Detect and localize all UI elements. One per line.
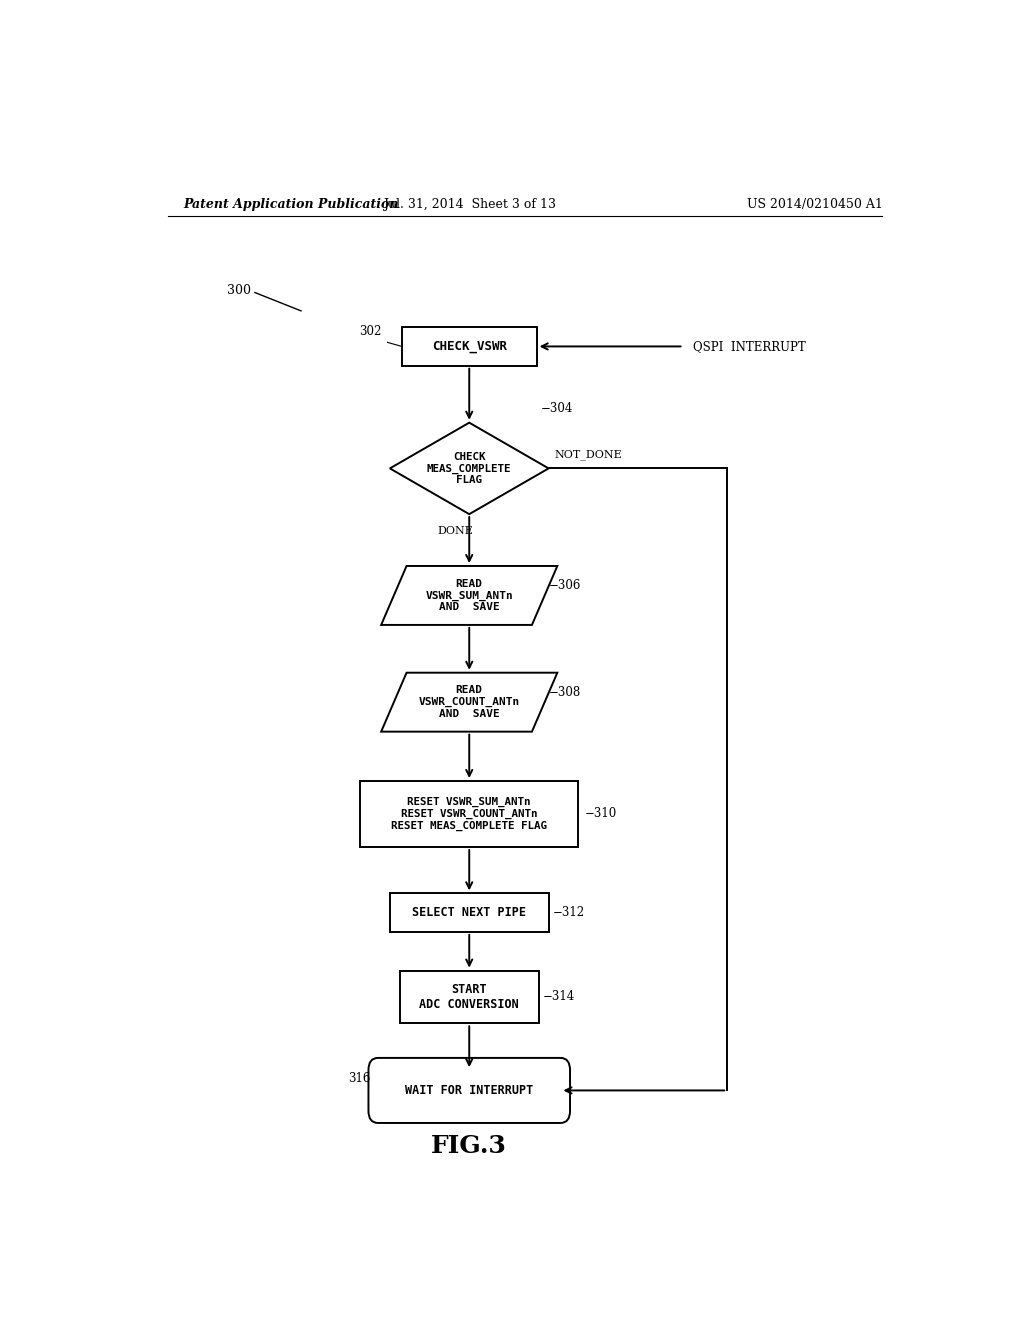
FancyBboxPatch shape — [401, 327, 537, 366]
Text: −304: −304 — [541, 401, 573, 414]
Text: DONE: DONE — [437, 527, 473, 536]
Polygon shape — [390, 422, 549, 515]
Text: CHECK
MEAS_COMPLETE
FLAG: CHECK MEAS_COMPLETE FLAG — [427, 451, 512, 486]
Text: 316: 316 — [348, 1072, 370, 1085]
Text: −310: −310 — [585, 808, 617, 821]
FancyBboxPatch shape — [369, 1057, 570, 1123]
Text: RESET VSWR_SUM_ANTn
RESET VSWR_COUNT_ANTn
RESET MEAS_COMPLETE FLAG: RESET VSWR_SUM_ANTn RESET VSWR_COUNT_ANT… — [391, 797, 547, 830]
Text: −312: −312 — [553, 906, 585, 919]
Text: QSPI  INTERRUPT: QSPI INTERRUPT — [693, 341, 806, 352]
FancyBboxPatch shape — [390, 894, 549, 932]
Text: FIG.3: FIG.3 — [431, 1134, 507, 1159]
Text: WAIT FOR INTERRUPT: WAIT FOR INTERRUPT — [406, 1084, 534, 1097]
Text: CHECK_VSWR: CHECK_VSWR — [432, 341, 507, 352]
Text: −306: −306 — [549, 578, 581, 591]
Text: −314: −314 — [543, 990, 574, 1003]
Polygon shape — [381, 566, 557, 624]
Text: US 2014/0210450 A1: US 2014/0210450 A1 — [748, 198, 883, 211]
Text: −308: −308 — [549, 685, 581, 698]
Polygon shape — [381, 673, 557, 731]
Text: SELECT NEXT PIPE: SELECT NEXT PIPE — [413, 906, 526, 919]
FancyBboxPatch shape — [360, 781, 579, 847]
Text: 302: 302 — [359, 325, 382, 338]
Text: READ
VSWR_COUNT_ANTn
AND  SAVE: READ VSWR_COUNT_ANTn AND SAVE — [419, 685, 520, 719]
Text: NOT_DONE: NOT_DONE — [555, 450, 623, 461]
Text: Jul. 31, 2014  Sheet 3 of 13: Jul. 31, 2014 Sheet 3 of 13 — [383, 198, 556, 211]
FancyBboxPatch shape — [399, 970, 539, 1023]
Text: READ
VSWR_SUM_ANTn
AND  SAVE: READ VSWR_SUM_ANTn AND SAVE — [425, 578, 513, 612]
Text: START
ADC CONVERSION: START ADC CONVERSION — [420, 983, 519, 1011]
Text: 300: 300 — [227, 284, 251, 297]
Text: Patent Application Publication: Patent Application Publication — [183, 198, 399, 211]
